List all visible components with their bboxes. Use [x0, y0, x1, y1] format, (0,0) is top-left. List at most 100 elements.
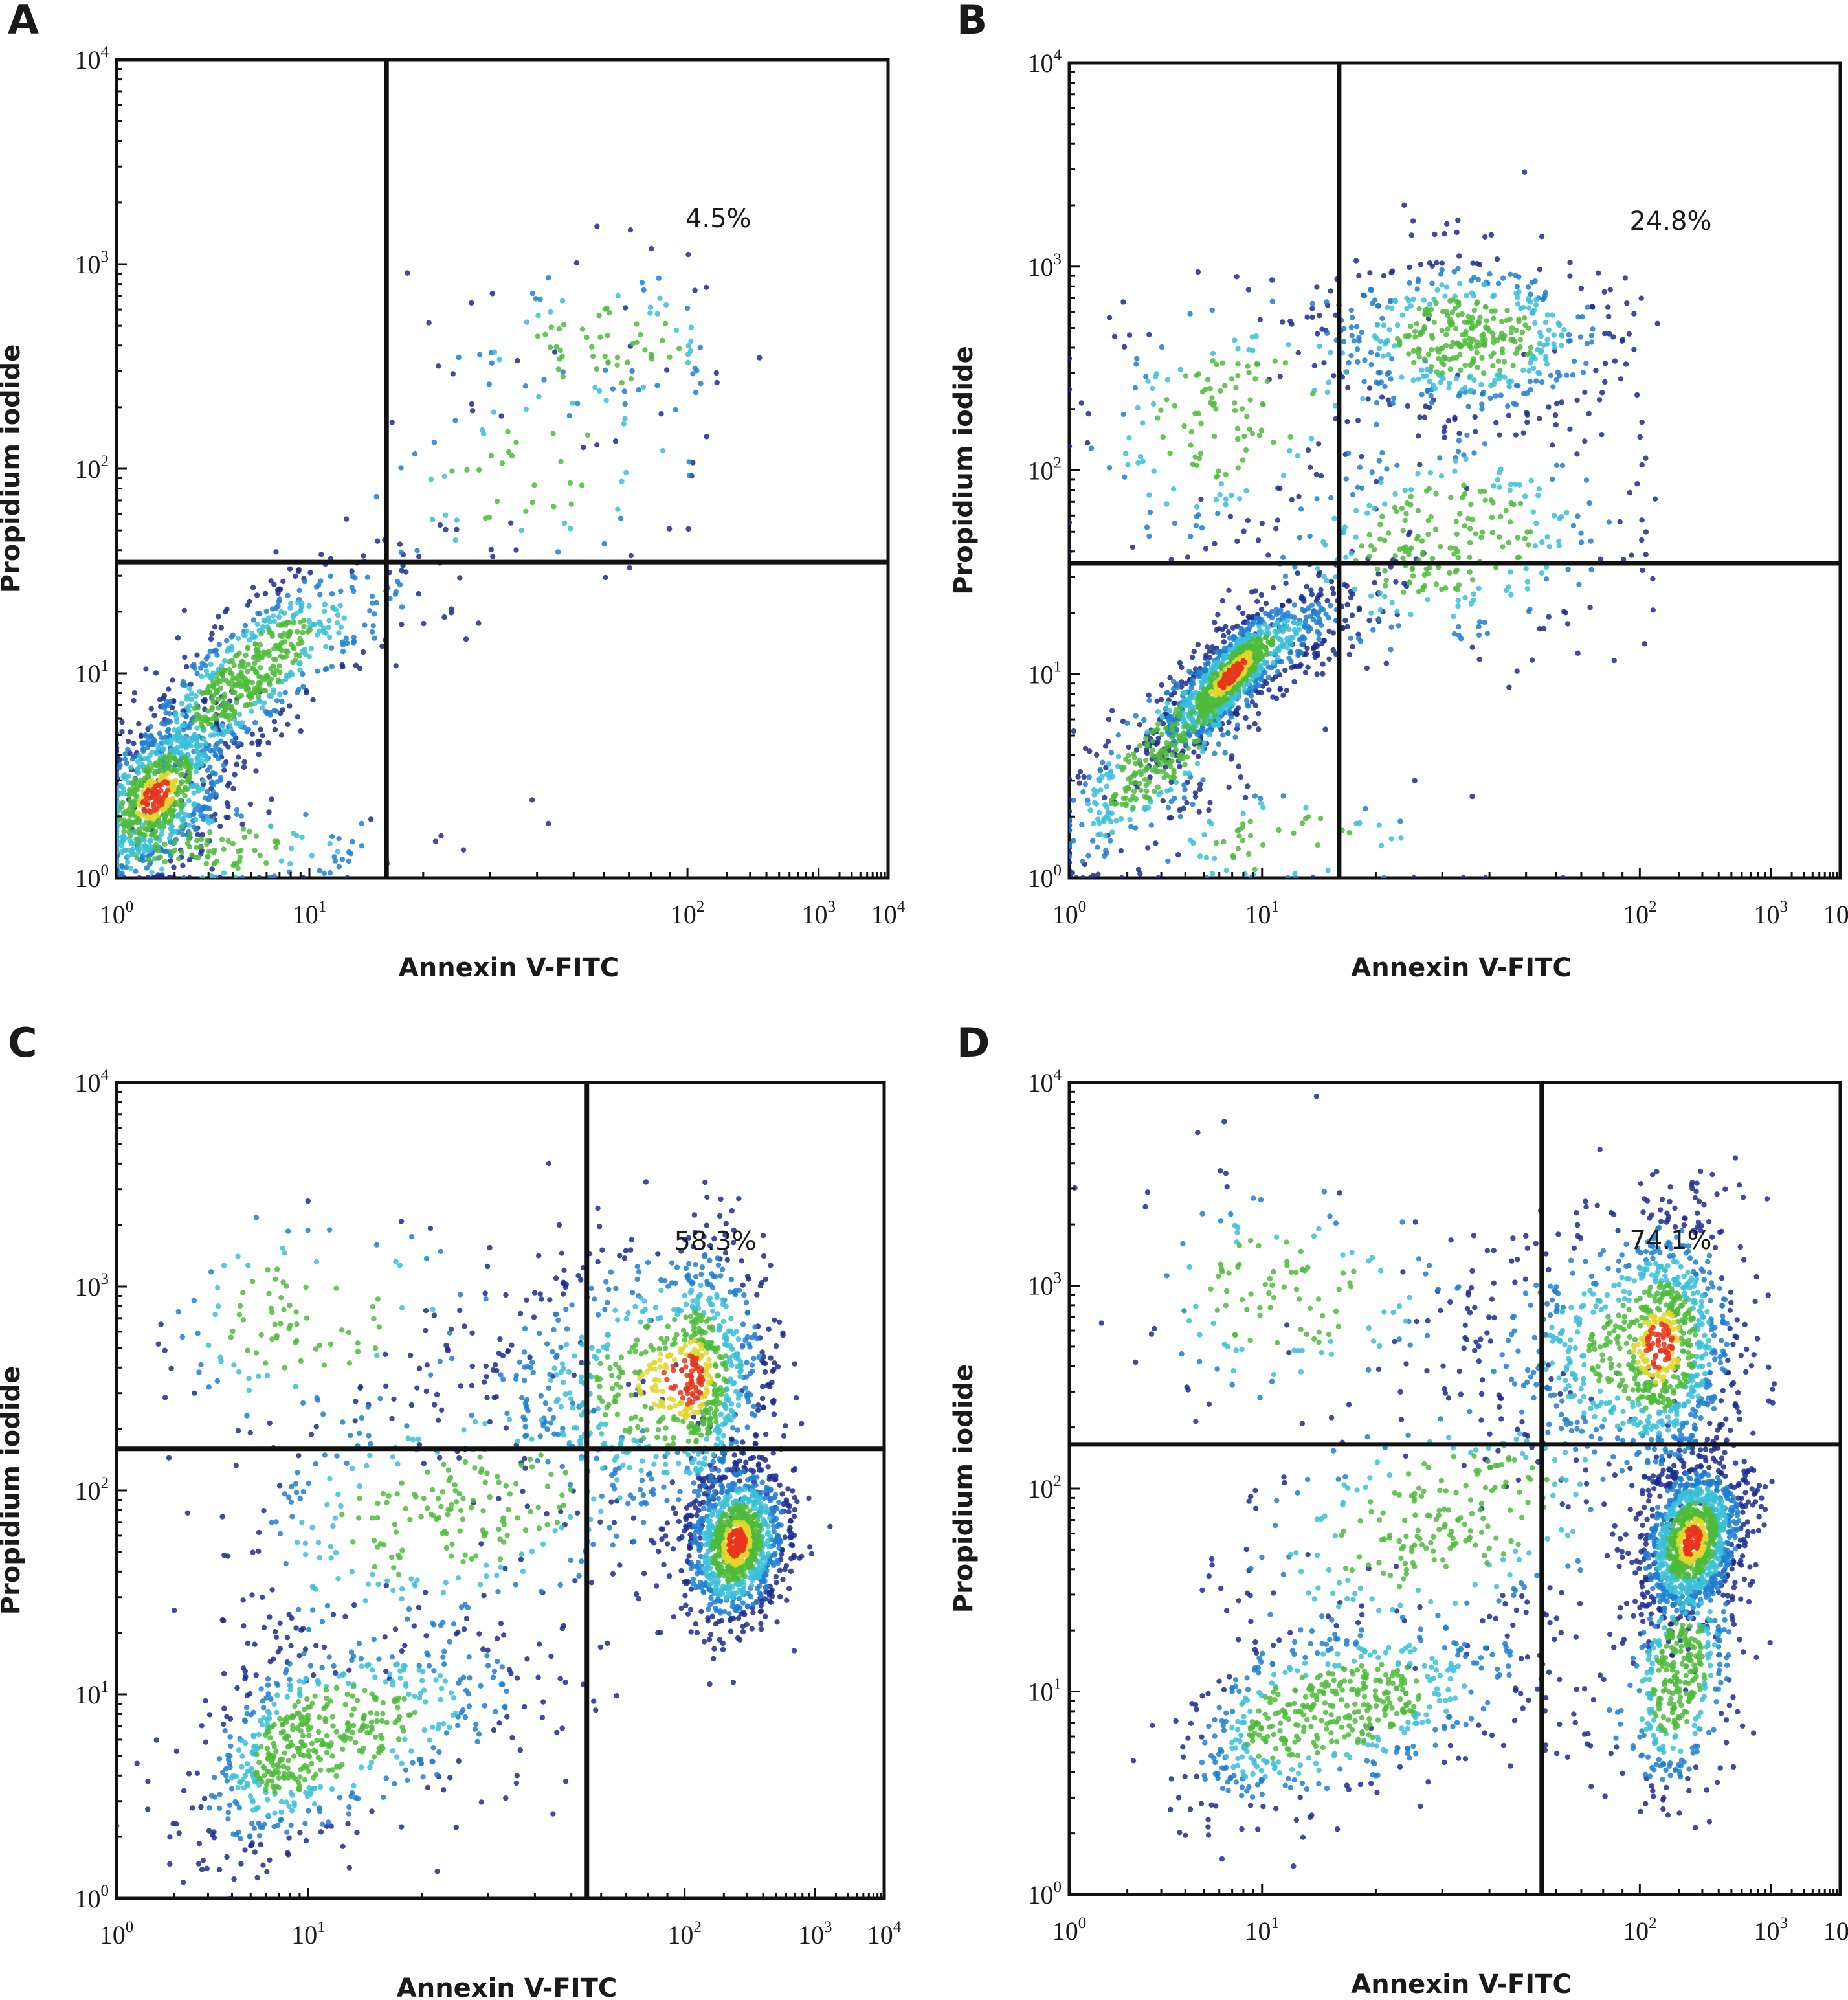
event-dot [166, 711, 173, 717]
event-dot [1409, 565, 1416, 572]
event-dot [261, 1624, 267, 1630]
event-dot [124, 760, 130, 767]
event-dot [1494, 372, 1500, 378]
event-dot [1491, 340, 1497, 346]
event-dot [1069, 808, 1073, 815]
event-dot [1522, 169, 1528, 175]
event-dot [117, 800, 121, 805]
event-dot [353, 662, 359, 668]
event-dot [1400, 555, 1406, 561]
event-dot [184, 664, 190, 670]
event-dot [1218, 388, 1223, 394]
event-dot [263, 609, 269, 614]
event-dot [279, 699, 285, 705]
event-dot [1159, 731, 1165, 737]
event-dot [225, 1553, 231, 1559]
event-dot [546, 1160, 552, 1167]
event-dot [694, 1630, 700, 1635]
event-dot [1234, 623, 1240, 629]
event-dot [314, 632, 320, 638]
event-dot [1540, 297, 1546, 302]
event-dot [1503, 508, 1509, 513]
event-dot [1085, 853, 1091, 859]
event-dot [1408, 303, 1414, 309]
event-dot [322, 609, 328, 614]
event-dot [340, 649, 346, 655]
event-dot [408, 1402, 415, 1408]
event-dot [1513, 382, 1520, 388]
event-dot [132, 798, 139, 804]
event-dot [1128, 824, 1134, 829]
event-dot [1141, 717, 1147, 723]
event-dot [144, 800, 151, 806]
event-dot [1301, 598, 1307, 604]
event-dot [476, 467, 482, 473]
event-dot [647, 304, 654, 310]
event-dot [214, 652, 220, 658]
event-dot [1305, 664, 1311, 670]
event-dot [1483, 304, 1489, 310]
event-dot [439, 1407, 445, 1413]
event-dot [1236, 605, 1242, 611]
event-dot [222, 668, 228, 673]
event-dot [1225, 629, 1232, 635]
event-dot [1211, 855, 1218, 862]
event-dot [261, 688, 267, 693]
event-dot [208, 748, 214, 754]
event-dot [1461, 452, 1467, 458]
event-dot [1197, 853, 1203, 859]
event-dot [509, 453, 515, 459]
event-dot [161, 824, 167, 829]
event-dot [1090, 838, 1096, 844]
event-dot [1484, 318, 1489, 324]
event-dot [720, 1640, 726, 1646]
event-dot [792, 1361, 797, 1367]
event-dot [628, 552, 634, 559]
event-dot [256, 693, 262, 700]
event-dot [127, 838, 133, 844]
event-dot [1473, 429, 1478, 434]
event-dot [131, 697, 137, 704]
event-dot [1321, 637, 1327, 644]
event-dot [1251, 684, 1257, 690]
event-dot [1401, 202, 1407, 208]
event-dot [1535, 370, 1541, 376]
event-dot [688, 338, 694, 344]
event-dot [1401, 581, 1407, 587]
event-dot [1208, 688, 1214, 695]
event-dot [1105, 739, 1111, 745]
event-dot [212, 847, 217, 853]
event-dot [1350, 491, 1356, 498]
event-dot [1318, 605, 1324, 611]
event-dot [1289, 321, 1295, 327]
event-dot [423, 1327, 429, 1334]
event-dot [1241, 433, 1247, 440]
event-dot [1308, 464, 1313, 470]
event-dot [1179, 679, 1185, 685]
event-dot [1416, 354, 1422, 360]
y-axis-label: Propidium iodide [0, 344, 26, 594]
event-dot [1443, 585, 1449, 591]
event-dot [1150, 385, 1155, 392]
event-dots [1069, 169, 1660, 878]
event-dot [1455, 449, 1462, 455]
event-dot [1407, 264, 1412, 271]
event-dot [1467, 539, 1473, 546]
event-dot [271, 719, 278, 725]
event-dot [1184, 800, 1190, 806]
event-dot [550, 1811, 556, 1817]
event-dot [1330, 585, 1336, 592]
event-dot [1643, 455, 1649, 461]
event-dot [1118, 816, 1124, 822]
event-dot [1075, 774, 1081, 780]
event-dot [648, 351, 654, 357]
event-dot [1348, 550, 1354, 557]
event-dot [1292, 564, 1298, 570]
event-dot [300, 684, 306, 690]
event-dot [664, 1541, 671, 1547]
event-dot [1582, 438, 1588, 444]
event-dot [567, 480, 573, 486]
event-dot [1179, 664, 1185, 671]
event-dot [1328, 495, 1334, 501]
event-dot [1519, 330, 1526, 335]
